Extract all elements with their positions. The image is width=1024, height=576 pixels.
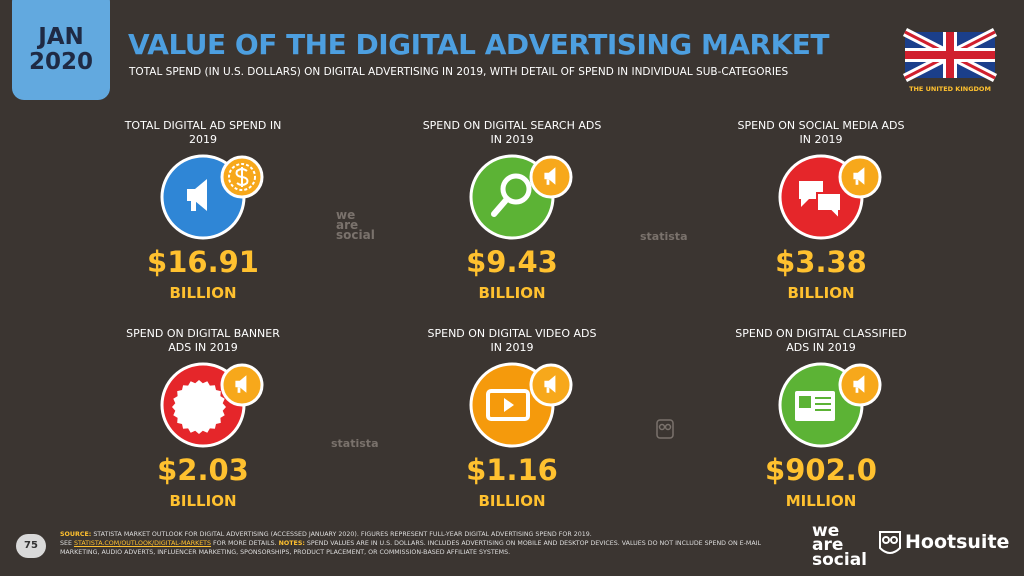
logo-we-are-social: we are social <box>812 521 868 570</box>
speech-bubble <box>816 192 842 222</box>
card-unit: BILLION <box>478 492 546 510</box>
source-link[interactable]: STATISTA.COM/OUTLOOK/DIGITAL-MARKETS <box>73 540 212 547</box>
play <box>504 398 514 412</box>
card-unit: MILLION <box>785 492 857 510</box>
watermark-word: social <box>336 228 375 243</box>
link-after: FOR MORE DETAILS. <box>213 540 277 547</box>
owl-watermark <box>656 419 674 439</box>
screen <box>486 389 530 421</box>
source-text: STATISTA MARKET OUTLOOK FOR DIGITAL ADVE… <box>93 531 592 538</box>
card-value: $2.03 <box>157 453 249 487</box>
watermark-word: we <box>336 208 356 222</box>
card-icon <box>469 362 573 448</box>
logo-word: are <box>812 535 844 556</box>
card-label: SPEND ON DIGITAL BANNER ADS IN 2019 <box>126 327 280 354</box>
card-icon <box>778 154 882 240</box>
megaphone <box>853 375 865 393</box>
magnifier-handle <box>491 196 510 217</box>
uk-flag <box>902 27 998 83</box>
card-unit: BILLION <box>169 492 237 510</box>
card-label: SPEND ON DIGITAL CLASSIFIED ADS IN 2019 <box>735 327 907 354</box>
badge-month: JAN <box>38 24 84 50</box>
watermark-statista: statista <box>331 437 379 450</box>
megaphone-handle <box>546 387 550 393</box>
subtitle: TOTAL SPEND (IN U.S. DOLLARS) ON DIGITAL… <box>129 66 789 78</box>
card-unit: BILLION <box>787 284 855 302</box>
megaphone-handle <box>855 179 859 185</box>
megaphone <box>235 375 247 393</box>
see-text: SEE <box>60 540 72 547</box>
megaphone <box>853 167 865 185</box>
speech-bubble <box>799 181 823 207</box>
dollar-sign <box>235 167 249 187</box>
badge-year: 2020 <box>28 49 93 75</box>
card-unit: BILLION <box>169 284 237 302</box>
country-label: THE UNITED KINGDOM <box>909 85 991 93</box>
megaphone <box>544 167 556 185</box>
card-value: $16.91 <box>147 245 259 279</box>
card-icon <box>778 362 882 448</box>
coin <box>228 163 256 191</box>
notes-label: NOTES: <box>278 540 305 547</box>
card-label: SPEND ON SOCIAL MEDIA ADS IN 2019 <box>737 119 905 146</box>
notes-text: SPEND VALUES ARE IN U.S. DOLLARS. INCLUD… <box>60 540 762 556</box>
card-label: TOTAL DIGITAL AD SPEND IN 2019 <box>124 119 282 146</box>
page-number: 75 <box>16 534 46 558</box>
watermark-we-are-social: we are social <box>336 208 375 243</box>
watermark-word: are <box>336 218 359 233</box>
megaphone-handle <box>237 387 241 393</box>
watermark-statista: statista <box>640 230 688 243</box>
megaphone-handle <box>546 179 550 185</box>
source-label: SOURCE: <box>60 531 92 538</box>
seal <box>172 380 226 434</box>
megaphone <box>187 179 207 211</box>
logo-word: social <box>812 549 868 570</box>
card-photo <box>799 396 811 408</box>
logo-word: we <box>812 521 840 541</box>
card-value: $3.38 <box>775 245 867 279</box>
card-icon <box>160 154 264 240</box>
card-icon <box>469 154 573 240</box>
megaphone <box>544 375 556 393</box>
title: VALUE OF THE DIGITAL ADVERTISING MARKET <box>128 28 830 61</box>
card-value: $1.16 <box>466 453 558 487</box>
megaphone-handle <box>855 387 859 393</box>
card-label: SPEND ON DIGITAL SEARCH ADS IN 2019 <box>422 119 602 146</box>
date-badge: JAN 2020 <box>12 0 110 100</box>
card-label: SPEND ON DIGITAL VIDEO ADS IN 2019 <box>427 327 597 354</box>
megaphone-handle <box>191 201 196 211</box>
card-icon <box>160 362 264 448</box>
footer-notes: SOURCE: STATISTA MARKET OUTLOOK FOR DIGI… <box>60 530 780 557</box>
card-unit: BILLION <box>478 284 546 302</box>
card-value: $902.0 <box>765 453 877 487</box>
card-value: $9.43 <box>466 245 558 279</box>
logo-hootsuite: Hootsuite <box>905 531 1010 553</box>
magnifier <box>500 173 532 205</box>
